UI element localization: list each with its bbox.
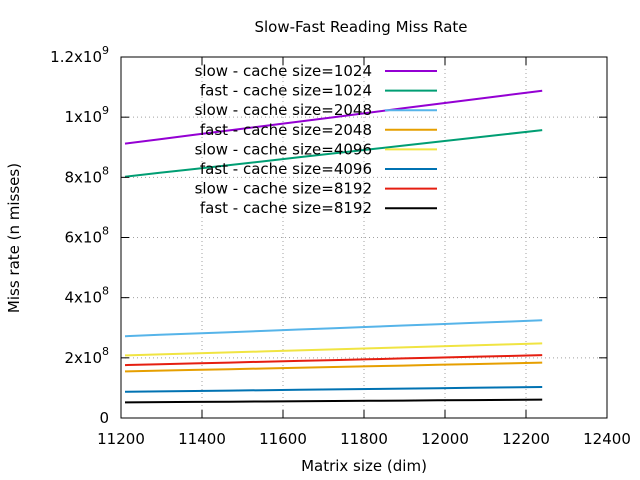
legend-label: slow - cache size=4096 [195,140,372,158]
y-tick-exponent: 9 [102,104,109,117]
series-line [124,129,543,178]
x-tick-label: 11400 [178,430,226,448]
y-tick-mantissa: 8x10 [64,168,102,186]
series-line [124,398,543,404]
series-line [124,386,543,393]
y-tick-mantissa: 2x10 [64,349,102,367]
y-tick-mantissa: 1.2x10 [50,48,102,66]
y-tick-label: 1.2x109 [50,44,109,66]
x-tick-labels: 11200 11400 11600 11800 12000 12200 12400 [97,430,631,448]
y-axis-label: Miss rate (n misses) [5,163,23,313]
series-line [124,319,543,338]
legend-label: fast - cache size=4096 [200,160,372,178]
y-tick-mantissa: 4x10 [64,289,102,307]
series-line [124,342,543,357]
y-tick-label: 6x108 [64,225,109,247]
y-tick-label: 1x109 [64,104,109,126]
series-line [124,89,543,145]
series-line [124,354,543,367]
x-tick-label: 12400 [583,430,631,448]
legend-label: slow - cache size=8192 [195,180,372,198]
x-axis-label: Matrix size (dim) [301,457,427,475]
legend-label: slow - cache size=2048 [195,101,372,119]
legend-label: fast - cache size=1024 [200,82,372,100]
x-tick-label: 11800 [340,430,388,448]
grid [121,57,607,418]
series-line [124,361,543,373]
chart-title: Slow-Fast Reading Miss Rate [254,18,467,36]
x-tick-label: 11600 [259,430,307,448]
y-tick-exponent: 8 [102,225,109,238]
x-tick-label: 12200 [502,430,550,448]
legend: slow - cache size=1024 fast - cache size=… [195,62,437,217]
y-tick-mantissa: 1x10 [64,108,102,126]
y-tick-exponent: 9 [102,44,109,57]
legend-label: slow - cache size=1024 [195,62,372,80]
y-tick-exponent: 8 [102,345,109,358]
y-tick-label: 0 [99,409,109,427]
series-lines [124,89,543,404]
y-tick-exponent: 8 [102,164,109,177]
legend-label: fast - cache size=2048 [200,121,372,139]
y-tick-exponent: 8 [102,285,109,298]
legend-label: fast - cache size=8192 [200,199,372,217]
y-tick-label: 2x108 [64,345,109,367]
y-tick-mantissa: 6x10 [64,229,102,247]
tick-marks [120,56,608,419]
x-tick-label: 12000 [421,430,469,448]
y-tick-label: 4x108 [64,285,109,307]
x-tick-label: 11200 [97,430,145,448]
y-tick-mantissa: 0 [99,409,109,427]
y-tick-label: 8x108 [64,164,109,186]
